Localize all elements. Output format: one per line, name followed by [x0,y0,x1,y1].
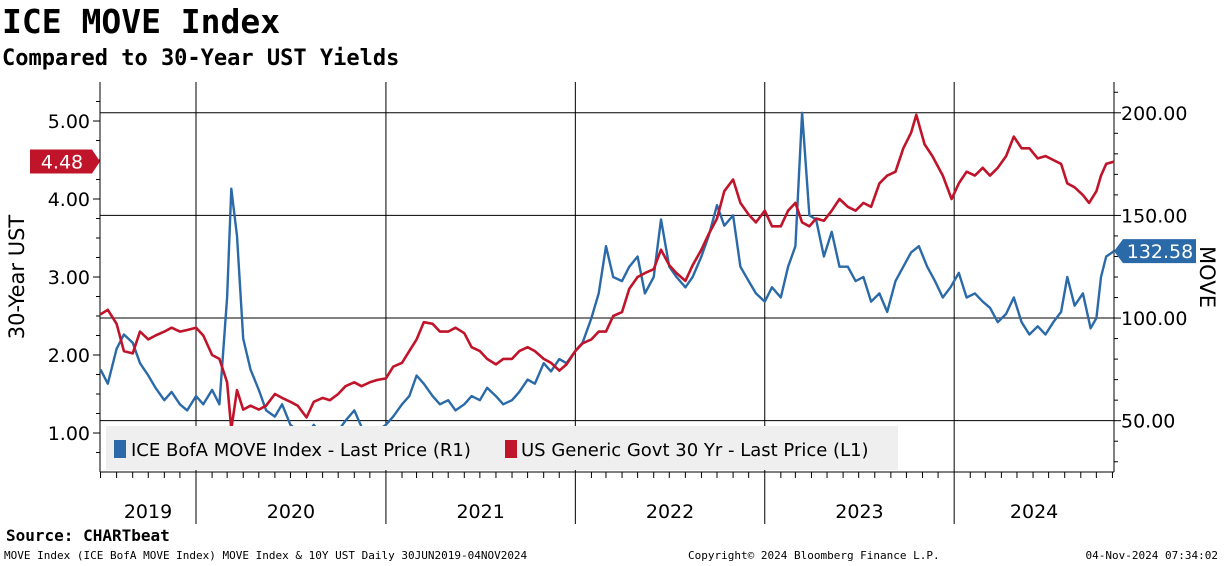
x-tick-label: 2024 [1010,501,1058,523]
legend-label-ust: US Generic Govt 30 Yr - Last Price (L1) [521,440,869,461]
x-tick-label: 2020 [267,501,315,523]
x-tick-label: 2019 [124,501,172,523]
right-tick-label: 200.00 [1121,103,1187,125]
left-tick-label: 4.00 [48,189,90,211]
right-axis-title: MOVE [1195,246,1219,308]
right-tick-label: 150.00 [1121,205,1187,227]
chart-subtitle: Compared to 30-Year UST Yields [2,46,400,71]
footer-description: MOVE Index (ICE BofA MOVE Index) MOVE In… [4,549,528,562]
chart-title: ICE MOVE Index [2,2,281,41]
x-tick-label: 2022 [646,501,694,523]
x-tick-label: 2023 [835,501,883,523]
left-tick-label: 1.00 [48,423,90,445]
source-note: Source: CHARTbeat [6,526,170,545]
left-tick-label: 5.00 [48,111,90,133]
x-tick-label: 2021 [456,501,504,523]
ust-last-value-label: 4.48 [41,152,83,174]
ust-last-value-tag [30,149,100,174]
move-last-value-label: 132.58 [1127,241,1193,263]
series-layer [99,111,1115,443]
ust-30yr-line [99,113,1115,431]
legend: ICE BofA MOVE Index - Last Price (R1) US … [106,426,898,470]
legend-background [106,426,898,470]
axis-labels: 2019 2020 2021 2022 2023 2024 1.00 2.00 3.00 4.00… [5,103,1219,523]
axis-ticks [93,91,1121,478]
legend-swatch-move [114,440,126,458]
right-tick-label: 100.00 [1121,308,1187,330]
left-axis-title: 30-Year UST [5,215,29,340]
move-last-value-tag [1114,239,1196,264]
move-index-line [99,111,1115,443]
legend-swatch-ust [505,440,517,458]
left-tick-label: 2.00 [48,345,90,367]
footer-copyright: Copyright© 2024 Bloomberg Finance L.P. [688,549,940,562]
legend-label-move: ICE BofA MOVE Index - Last Price (R1) [131,440,471,461]
left-tick-label: 3.00 [48,267,90,289]
right-tick-label: 50.00 [1121,411,1175,433]
footer-timestamp: 04-Nov-2024 07:34:02 [1085,549,1218,562]
